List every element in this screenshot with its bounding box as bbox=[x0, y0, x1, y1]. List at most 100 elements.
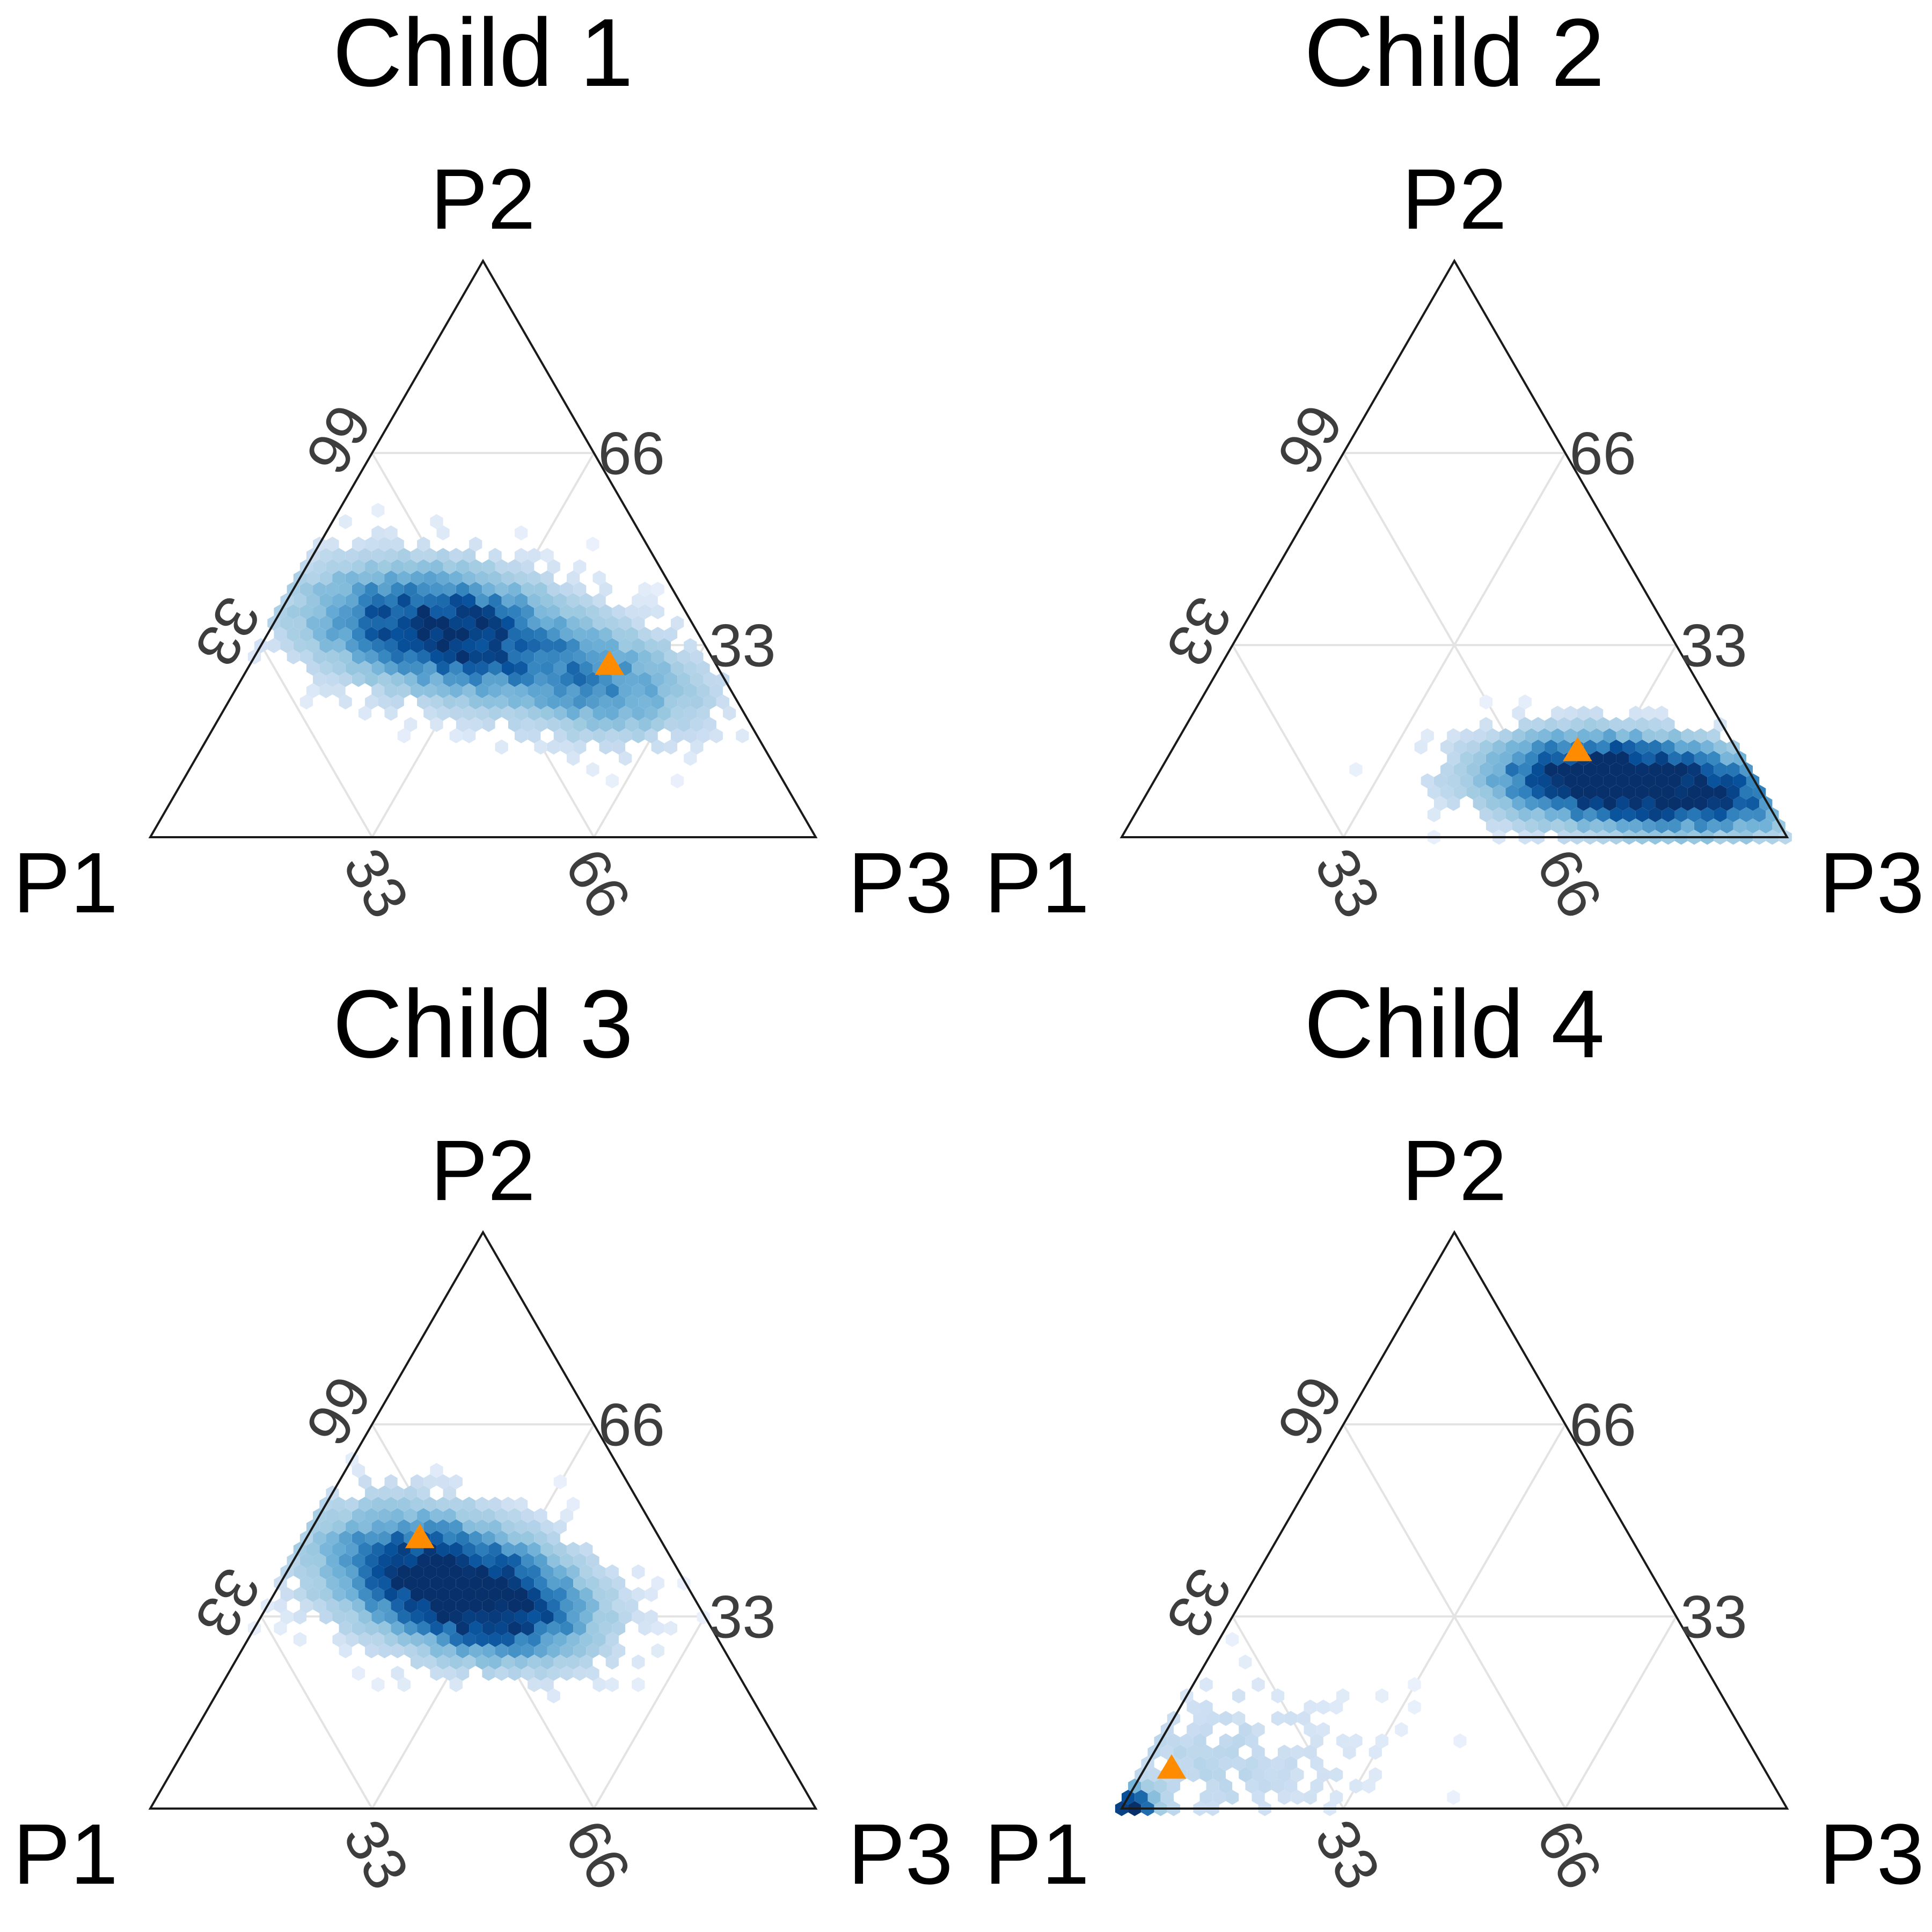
hex-bin bbox=[1187, 1745, 1200, 1760]
hex-bin bbox=[592, 728, 606, 743]
hex-bin bbox=[736, 728, 749, 743]
hex-bin bbox=[319, 570, 333, 586]
hex-bin bbox=[469, 1621, 482, 1636]
hex-bin bbox=[612, 1598, 626, 1613]
hex-bin bbox=[423, 593, 437, 608]
hex-bin bbox=[378, 1531, 391, 1546]
hex-bin bbox=[391, 1643, 404, 1658]
hex-bin bbox=[1512, 751, 1525, 766]
hex-bin bbox=[365, 694, 378, 709]
hex-bin bbox=[540, 1519, 554, 1534]
hex-bin bbox=[586, 604, 599, 619]
hex-bin bbox=[1479, 762, 1493, 777]
hex-bin bbox=[1726, 785, 1740, 800]
hex-bin bbox=[1518, 740, 1532, 755]
tick-label: 66 bbox=[1524, 837, 1615, 928]
parent-marker-triangle bbox=[1563, 736, 1592, 762]
hex-bin bbox=[1655, 796, 1668, 811]
hex-bin bbox=[514, 525, 528, 540]
hex-bin bbox=[391, 1666, 404, 1681]
hex-bin bbox=[443, 604, 456, 619]
hex-bin bbox=[618, 1587, 632, 1602]
hex-bin bbox=[430, 1576, 443, 1591]
hex-bin bbox=[456, 582, 470, 597]
hex-bin bbox=[1219, 1756, 1233, 1771]
hex-bin bbox=[488, 1587, 502, 1602]
hex-bin bbox=[436, 1609, 450, 1624]
hex-bin bbox=[1603, 818, 1616, 833]
hex-bin bbox=[456, 1621, 470, 1636]
hex-bin bbox=[1447, 728, 1460, 743]
hex-bin bbox=[352, 672, 365, 687]
hex-bin bbox=[573, 672, 587, 687]
hex-bin bbox=[495, 1553, 508, 1568]
hex-bin bbox=[573, 1598, 587, 1613]
hex-bin bbox=[332, 1519, 346, 1534]
hex-bin bbox=[332, 661, 346, 676]
hex-bin bbox=[573, 740, 587, 755]
hex-bin bbox=[592, 638, 606, 653]
vertex-label-p1: P1 bbox=[984, 1806, 1089, 1902]
hex-bin bbox=[605, 638, 619, 653]
hex-bin bbox=[495, 649, 508, 664]
hex-bin bbox=[638, 672, 652, 687]
hex-bin bbox=[514, 661, 528, 676]
hex-bin bbox=[560, 1621, 574, 1636]
hex-bin bbox=[313, 1531, 326, 1546]
hex-bin bbox=[1193, 1733, 1206, 1748]
hex-bin bbox=[1674, 740, 1688, 755]
hex-bin bbox=[1629, 796, 1642, 811]
hex-bin bbox=[1473, 728, 1486, 743]
tick-label: 66 bbox=[598, 420, 665, 487]
hex-bin bbox=[1239, 1722, 1252, 1737]
hex-bin bbox=[313, 1553, 326, 1568]
hex-bin bbox=[313, 649, 326, 664]
hex-bin bbox=[501, 661, 515, 676]
hex-bin bbox=[528, 1564, 541, 1579]
hex-bin bbox=[1291, 1745, 1304, 1760]
hex-bin bbox=[456, 672, 470, 687]
hex-bin bbox=[287, 604, 300, 619]
hex-bin bbox=[528, 593, 541, 608]
hex-bin bbox=[664, 1621, 678, 1636]
hex-bin bbox=[1531, 762, 1545, 777]
hex-bin bbox=[580, 593, 593, 608]
hex-bin bbox=[1199, 1722, 1213, 1737]
hex-bin bbox=[501, 1632, 515, 1647]
hex-bin bbox=[553, 1564, 567, 1579]
hex-bin bbox=[625, 627, 639, 642]
hex-bin bbox=[339, 1643, 352, 1658]
hex-bin bbox=[605, 616, 619, 631]
hex-bin bbox=[677, 672, 691, 687]
hex-bin bbox=[404, 604, 418, 619]
hex-bin bbox=[319, 616, 333, 631]
hex-bin bbox=[560, 1508, 574, 1523]
hex-bin bbox=[1635, 740, 1649, 755]
hex-bin bbox=[534, 672, 547, 687]
hex-bin bbox=[436, 1474, 450, 1489]
hex-bin bbox=[1642, 751, 1656, 766]
hex-bin bbox=[1291, 1767, 1304, 1782]
hex-bin bbox=[1707, 728, 1721, 743]
hex-bin bbox=[553, 1587, 567, 1602]
hex-bin bbox=[553, 728, 567, 743]
hex-bin bbox=[599, 582, 612, 597]
hex-bin bbox=[423, 1632, 437, 1647]
hex-bin bbox=[1421, 728, 1434, 743]
hex-bin bbox=[1564, 773, 1577, 788]
hex-bin bbox=[514, 1497, 528, 1512]
hex-bin bbox=[417, 1576, 430, 1591]
hex-bin bbox=[1642, 796, 1656, 811]
hex-bin bbox=[299, 627, 313, 642]
hex-bin bbox=[560, 740, 574, 755]
hex-bin bbox=[1193, 1711, 1206, 1726]
hex-bin bbox=[299, 694, 313, 709]
hex-bin bbox=[1447, 796, 1460, 811]
hex-bin bbox=[391, 1621, 404, 1636]
hex-bin bbox=[339, 1621, 352, 1636]
ternary-frame bbox=[148, 259, 818, 838]
hex-bin bbox=[384, 638, 398, 653]
hex-bin bbox=[469, 1576, 482, 1591]
hex-bin bbox=[664, 649, 678, 664]
hex-bin bbox=[1538, 796, 1552, 811]
